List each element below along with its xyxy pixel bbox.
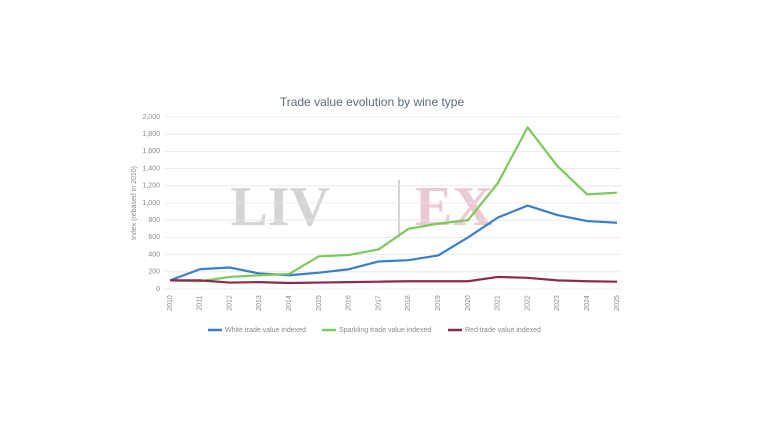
y-tick-label: 400 xyxy=(148,251,160,258)
x-tick-label: 2015 xyxy=(316,295,323,311)
y-tick-label: 200 xyxy=(148,269,160,276)
x-tick-label: 2018 xyxy=(405,295,412,311)
x-tick-label: 2017 xyxy=(375,295,382,311)
x-tick-label: 2024 xyxy=(584,295,591,311)
x-tick-label: 2011 xyxy=(197,295,204,310)
y-tick-label: 1,800 xyxy=(142,131,160,138)
x-tick-label: 2016 xyxy=(346,295,353,311)
y-tick-label: 2,000 xyxy=(142,114,160,121)
y-tick-label: 1,400 xyxy=(142,165,160,172)
x-tick-label: 2012 xyxy=(226,295,233,311)
chart-title: Trade value evolution by wine type xyxy=(280,95,465,109)
series-line xyxy=(169,126,618,283)
y-tick-label: 1,000 xyxy=(142,200,160,207)
y-tick-label: 1,200 xyxy=(142,183,160,190)
x-tick-label: 2010 xyxy=(167,295,174,311)
y-tick-label: 600 xyxy=(148,234,160,241)
x-tick-label: 2013 xyxy=(256,295,263,311)
y-axis-label: Index (rebased in 2010) xyxy=(131,166,138,240)
watermark: LIV xyxy=(230,176,330,238)
legend-label: White trade value indexed xyxy=(225,327,306,334)
y-tick-label: 800 xyxy=(148,217,160,224)
x-tick-label: 2025 xyxy=(614,295,621,311)
x-tick-label: 2023 xyxy=(554,295,561,311)
x-tick-label: 2020 xyxy=(465,295,472,311)
y-tick-label: 1,600 xyxy=(142,148,160,155)
x-tick-label: 2019 xyxy=(435,295,442,311)
y-tick-label: 0 xyxy=(156,286,160,293)
legend-label: Red trade value indexed xyxy=(465,327,541,334)
x-tick-label: 2022 xyxy=(524,295,531,311)
legend-label: Sparkling trade value indexed xyxy=(339,327,431,334)
series-line xyxy=(169,204,618,282)
x-tick-label: 2014 xyxy=(286,295,293,311)
x-tick-label: 2021 xyxy=(495,295,502,311)
series-line xyxy=(170,275,618,285)
